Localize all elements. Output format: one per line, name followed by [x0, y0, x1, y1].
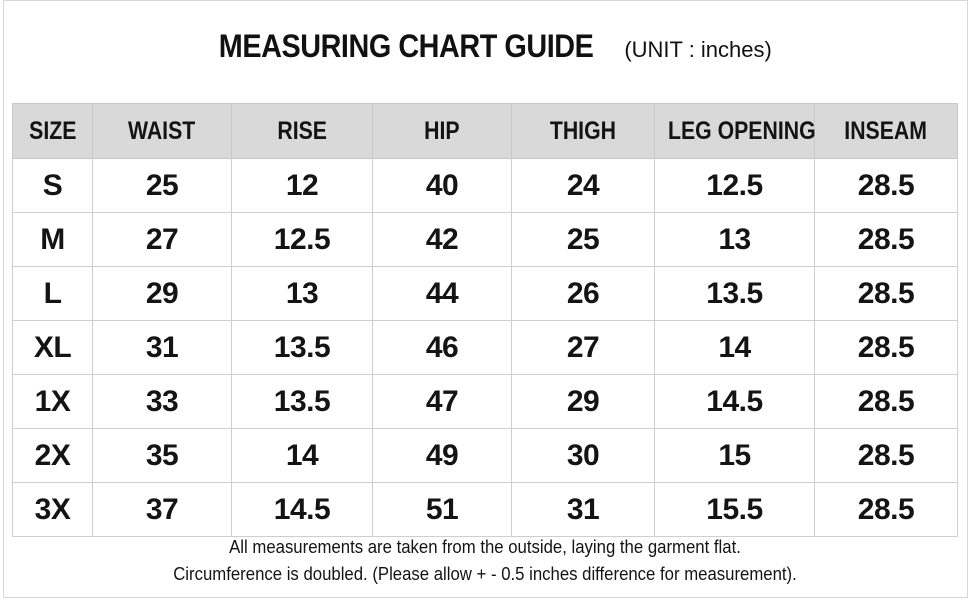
inseam-cell: 28.5 — [814, 266, 958, 321]
column-header-thigh-label: THIGH — [549, 116, 617, 145]
column-header-waist-label: WAIST — [128, 116, 196, 145]
waist-cell: 27 — [92, 212, 232, 267]
unit-label: (UNIT : inches) — [624, 37, 772, 62]
column-header-rise-label: RISE — [277, 116, 327, 145]
rise-cell: 14.5 — [231, 482, 373, 537]
inseam-cell: 28.5 — [814, 320, 958, 375]
chart-title-row: MEASURING CHART GUIDE (UNIT : inches) — [0, 28, 970, 65]
table-row-xl: XL 31 13.5 46 27 14 28.5 — [12, 320, 958, 375]
measurement-table: SIZE WAIST RISE HIP THIGH LEG OPENING IN… — [12, 103, 958, 537]
size-cell: XL — [12, 320, 93, 375]
waist-cell: 25 — [92, 158, 232, 213]
waist-cell: 29 — [92, 266, 232, 321]
size-cell: S — [12, 158, 93, 213]
hip-cell: 42 — [372, 212, 512, 267]
column-header-rise: RISE — [231, 103, 373, 159]
hip-cell: 51 — [372, 482, 512, 537]
rise-cell: 13 — [231, 266, 373, 321]
size-cell: 3X — [12, 482, 93, 537]
leg-opening-cell: 15.5 — [654, 482, 815, 537]
rise-cell: 13.5 — [231, 320, 373, 375]
column-header-leg-opening-label: LEG OPENING — [668, 116, 816, 145]
column-header-size: SIZE — [12, 103, 93, 159]
page-title: MEASURING CHART GUIDE — [218, 28, 594, 64]
thigh-cell: 31 — [511, 482, 655, 537]
column-header-waist: WAIST — [92, 103, 232, 159]
inseam-cell: 28.5 — [814, 212, 958, 267]
thigh-cell: 29 — [511, 374, 655, 429]
footnotes: All measurements are taken from the outs… — [0, 534, 970, 588]
column-header-size-label: SIZE — [28, 116, 77, 145]
column-header-inseam: INSEAM — [814, 103, 958, 159]
hip-cell: 40 — [372, 158, 512, 213]
rise-cell: 13.5 — [231, 374, 373, 429]
table-row-m: M 27 12.5 42 25 13 28.5 — [12, 212, 958, 267]
waist-cell: 37 — [92, 482, 232, 537]
hip-cell: 47 — [372, 374, 512, 429]
thigh-cell: 25 — [511, 212, 655, 267]
leg-opening-cell: 13.5 — [654, 266, 815, 321]
rise-cell: 12.5 — [231, 212, 373, 267]
column-header-thigh: THIGH — [511, 103, 655, 159]
size-cell: M — [12, 212, 93, 267]
footnote-line-2: Circumference is doubled. (Please allow … — [173, 564, 797, 584]
inseam-cell: 28.5 — [814, 482, 958, 537]
waist-cell: 33 — [92, 374, 232, 429]
inseam-cell: 28.5 — [814, 158, 958, 213]
waist-cell: 35 — [92, 428, 232, 483]
header-row: SIZE WAIST RISE HIP THIGH LEG OPENING IN… — [12, 103, 958, 159]
hip-cell: 49 — [372, 428, 512, 483]
hip-cell: 46 — [372, 320, 512, 375]
column-header-inseam-label: INSEAM — [844, 116, 928, 145]
footnote-line-1: All measurements are taken from the outs… — [229, 537, 741, 557]
thigh-cell: 27 — [511, 320, 655, 375]
waist-cell: 31 — [92, 320, 232, 375]
rise-cell: 12 — [231, 158, 373, 213]
inseam-cell: 28.5 — [814, 374, 958, 429]
table-row-s: S 25 12 40 24 12.5 28.5 — [12, 158, 958, 213]
size-cell: L — [12, 266, 93, 321]
hip-cell: 44 — [372, 266, 512, 321]
column-header-hip-label: HIP — [424, 116, 460, 145]
thigh-cell: 26 — [511, 266, 655, 321]
thigh-cell: 30 — [511, 428, 655, 483]
table-row-3x: 3X 37 14.5 51 31 15.5 28.5 — [12, 482, 958, 537]
inseam-cell: 28.5 — [814, 428, 958, 483]
leg-opening-cell: 13 — [654, 212, 815, 267]
table-row-2x: 2X 35 14 49 30 15 28.5 — [12, 428, 958, 483]
size-cell: 1X — [12, 374, 93, 429]
column-header-hip: HIP — [372, 103, 512, 159]
thigh-cell: 24 — [511, 158, 655, 213]
table-row-l: L 29 13 44 26 13.5 28.5 — [12, 266, 958, 321]
leg-opening-cell: 14 — [654, 320, 815, 375]
leg-opening-cell: 12.5 — [654, 158, 815, 213]
column-header-leg-opening: LEG OPENING — [654, 103, 816, 159]
size-cell: 2X — [12, 428, 93, 483]
table-row-1x: 1X 33 13.5 47 29 14.5 28.5 — [12, 374, 958, 429]
leg-opening-cell: 14.5 — [654, 374, 815, 429]
rise-cell: 14 — [231, 428, 373, 483]
leg-opening-cell: 15 — [654, 428, 815, 483]
